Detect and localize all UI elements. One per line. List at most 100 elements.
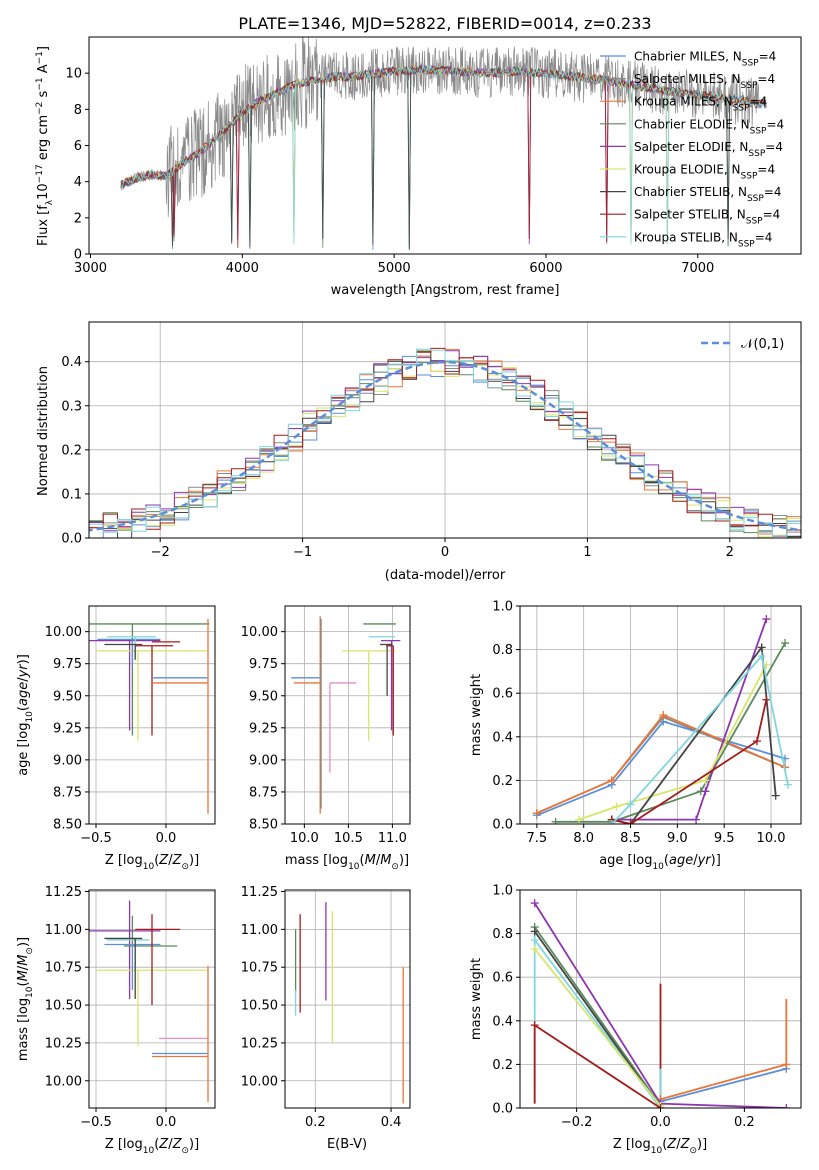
x-tick-label: 1 bbox=[583, 545, 591, 560]
label-part: ⊙ bbox=[391, 862, 399, 872]
y-axis-label: Normed distribution bbox=[36, 366, 51, 496]
x-tick-label: 4000 bbox=[226, 261, 259, 276]
label-part: =4 bbox=[766, 117, 784, 131]
label-part: )] bbox=[189, 853, 199, 868]
legend-label: Chabrier ELODIE, NSSP=4 bbox=[634, 117, 784, 136]
label-part: 10 bbox=[36, 183, 51, 200]
x-tick-label: −2 bbox=[151, 545, 170, 560]
residuals-panel: −2 −1 0 1 2 0.0 0.1 0.2 0.3 0.4 𝒩(0,1) (data-model)… bbox=[36, 321, 802, 583]
label-part: Kroupa ELODIE, N bbox=[634, 163, 741, 177]
y-tick-label: 10.50 bbox=[241, 999, 278, 1014]
data-point-marker bbox=[530, 899, 539, 908]
label-part: A bbox=[36, 64, 51, 77]
label-part: SSP bbox=[748, 149, 765, 159]
x-tick-label: 2 bbox=[726, 545, 734, 560]
data-point-marker bbox=[782, 1104, 791, 1108]
y-tick-label: 0.8 bbox=[492, 643, 513, 658]
label-part: )] bbox=[697, 1137, 707, 1152]
label-part: ⊙ bbox=[181, 862, 189, 872]
y-tick-label: 0.0 bbox=[492, 818, 513, 833]
x-tick-label: 0.0 bbox=[650, 1115, 671, 1130]
series-line bbox=[611, 618, 768, 821]
label-part: Salpeter ELODIE, N bbox=[634, 140, 748, 154]
data-point-marker bbox=[692, 815, 701, 824]
label-part: Z bbox=[680, 1137, 691, 1152]
series-line bbox=[611, 654, 789, 824]
data-point-marker bbox=[757, 643, 766, 652]
y-axis-label: mass [log10(M/M⊙)] bbox=[16, 937, 35, 1061]
data-point-marker bbox=[762, 695, 771, 704]
label-part: =4 bbox=[764, 185, 782, 199]
y-tick-label: 10.00 bbox=[45, 625, 82, 640]
label-part: / bbox=[693, 853, 698, 868]
y-tick-label: 10.00 bbox=[241, 1074, 278, 1089]
x-tick-label: 0 bbox=[441, 545, 449, 560]
x-tick-label: 8.0 bbox=[573, 831, 594, 846]
y-tick-label: 2 bbox=[74, 211, 82, 226]
y-tick-label: 10.00 bbox=[241, 625, 278, 640]
data-point-marker bbox=[782, 1060, 791, 1069]
label-part: SSP bbox=[741, 172, 758, 182]
label-part: age [log bbox=[16, 723, 31, 776]
x-axis-label: (data-model)/error bbox=[385, 568, 506, 583]
label-part: Chabrier STELIB, N bbox=[634, 185, 747, 199]
label-part: 10 bbox=[143, 862, 155, 872]
label-part: 10 bbox=[143, 1146, 155, 1156]
legend-label: 𝒩(0,1) bbox=[741, 337, 784, 352]
y-tick-label: 6 bbox=[74, 139, 82, 154]
label-part: ( bbox=[662, 1137, 667, 1152]
label-part: SSP bbox=[742, 59, 759, 69]
x-axis-label: mass [log10(M/M⊙)] bbox=[285, 853, 409, 872]
axes-frame bbox=[284, 889, 411, 1109]
axes-frame bbox=[284, 605, 411, 825]
data-point-marker bbox=[771, 791, 780, 800]
label-part: M bbox=[16, 970, 31, 981]
data-point-marker bbox=[762, 615, 771, 624]
axes: 7.5 8.0 8.5 9.0 9.5 10.0 0.0 0.2 0.4 0.6 0.8 1.0 mas… bbox=[469, 600, 802, 872]
data-point-marker bbox=[530, 936, 539, 945]
plot-area bbox=[89, 347, 801, 538]
data-point-marker bbox=[612, 802, 621, 811]
label-part: −1 bbox=[35, 51, 45, 64]
y-tick-label: 9.75 bbox=[249, 657, 278, 672]
series-line bbox=[536, 720, 786, 817]
y-tick-label: 9.25 bbox=[249, 721, 278, 736]
axes: −0.5 0.0 10.00 10.25 10.50 10.75 11.00 11.25 Z [… bbox=[16, 885, 216, 1156]
x-axis-label: Z [log10(Z/Z⊙)] bbox=[105, 853, 199, 872]
legend-label: Salpeter ELODIE, NSSP=4 bbox=[634, 140, 783, 159]
x-axis-label: age [log10(age/yr)] bbox=[599, 853, 721, 872]
y-tick-label: 9.00 bbox=[53, 753, 82, 768]
y-tick-label: 10.75 bbox=[45, 961, 82, 976]
mass-vs-metallicity-panel: −0.5 0.0 10.00 10.25 10.50 10.75 11.00 11.25 Z [… bbox=[16, 885, 216, 1156]
label-part: Z [log bbox=[105, 853, 143, 868]
x-tick-label: 0.0 bbox=[156, 831, 177, 846]
data-point-marker bbox=[551, 817, 560, 824]
data-point-marker bbox=[783, 780, 792, 789]
legend-label: Salpeter MILES, NSSP=4 bbox=[634, 72, 775, 91]
label-part: ( bbox=[154, 1137, 159, 1152]
x-tick-label: −0.5 bbox=[80, 1115, 112, 1130]
x-axis-label: Z [log10(Z/Z⊙)] bbox=[105, 1137, 199, 1156]
y-tick-label: 8 bbox=[74, 103, 82, 118]
y-tick-label: 10 bbox=[65, 67, 82, 82]
axes-frame bbox=[519, 605, 802, 825]
y-tick-label: 1.0 bbox=[492, 884, 513, 899]
legend-label: Chabrier MILES, NSSP=4 bbox=[634, 50, 776, 69]
y-tick-label: 11.00 bbox=[241, 923, 278, 938]
data-point-marker bbox=[659, 711, 668, 719]
axes: 3000 4000 5000 6000 7000 0 2 4 6 8 10 wavelength [A… bbox=[35, 36, 802, 298]
label-part: =4 bbox=[757, 163, 775, 177]
data-point-marker bbox=[701, 776, 710, 785]
label-part: −2 bbox=[35, 102, 45, 115]
plot-area bbox=[291, 616, 401, 814]
label-part: )] bbox=[399, 853, 409, 868]
axes-frame bbox=[88, 605, 216, 825]
label-part: =4 bbox=[759, 50, 777, 64]
y-axis-label: Flux [fλ10−17 erg cm−2 s−1 A−1] bbox=[35, 46, 55, 246]
y-tick-label: 10.25 bbox=[241, 1036, 278, 1051]
y-tick-label: 10.75 bbox=[241, 961, 278, 976]
label-part: Flux [f bbox=[36, 205, 51, 246]
label-part: Salpeter STELIB, N bbox=[634, 208, 746, 222]
y-tick-label: 8.50 bbox=[249, 818, 278, 833]
y-tick-label: 0.2 bbox=[492, 774, 513, 789]
